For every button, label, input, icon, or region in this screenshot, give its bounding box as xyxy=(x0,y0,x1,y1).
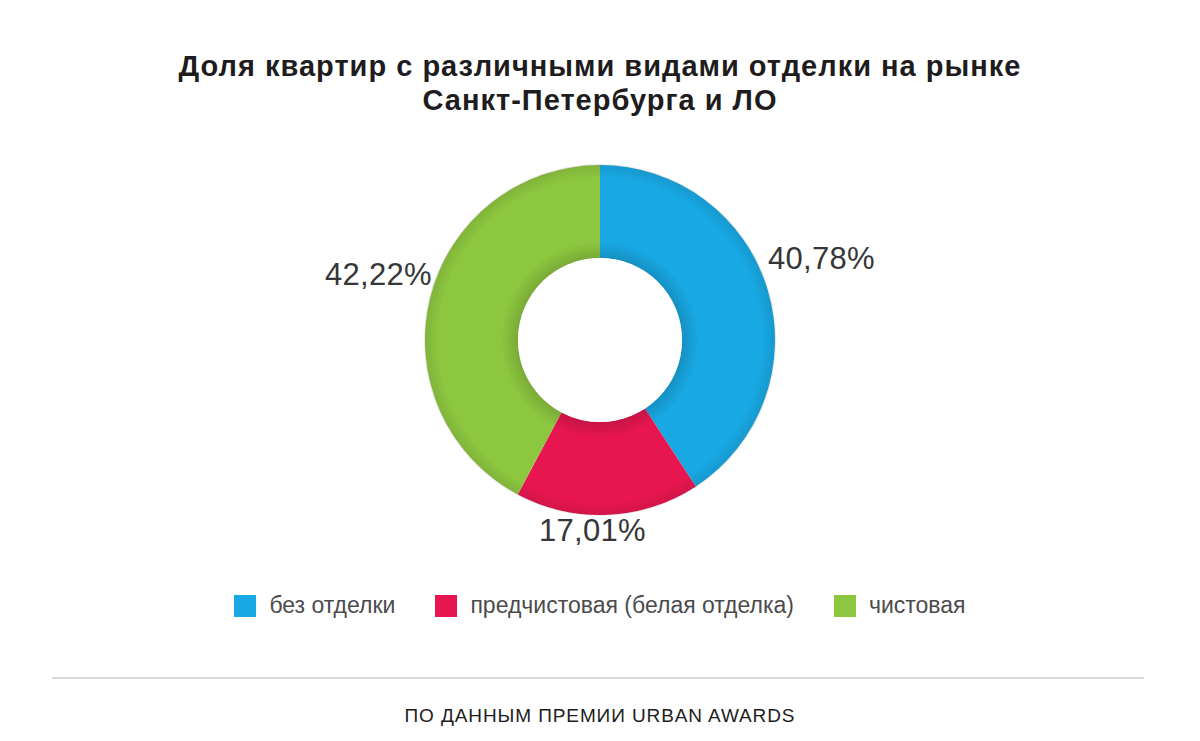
chart-title-line2: Санкт-Петербурга и ЛО xyxy=(0,83,1200,117)
legend-item-no-finish: без отделки xyxy=(234,592,395,619)
legend-label-pre-finish: предчистовая (белая отделка) xyxy=(470,592,794,619)
legend-label-no-finish: без отделки xyxy=(269,592,395,619)
infographic-page: Доля квартир с различными видами отделки… xyxy=(0,0,1200,741)
legend-item-pre-finish: предчистовая (белая отделка) xyxy=(435,592,794,619)
chart-title: Доля квартир с различными видами отделки… xyxy=(0,49,1200,117)
legend-item-full-finish: чистовая xyxy=(834,592,966,619)
label-no-finish-pct: 40,78% xyxy=(768,243,875,274)
legend-swatch-pre-finish xyxy=(435,595,457,617)
donut-chart xyxy=(424,164,776,516)
source-note: ПО ДАННЫМ ПРЕМИИ URBAN AWARDS xyxy=(0,705,1200,727)
footer-divider xyxy=(52,677,1144,679)
label-full-finish-pct: 42,22% xyxy=(325,259,432,290)
source-note-text: ПО ДАННЫМ ПРЕМИИ URBAN AWARDS xyxy=(405,705,796,726)
legend-swatch-full-finish xyxy=(834,595,856,617)
chart-title-line1: Доля квартир с различными видами отделки… xyxy=(0,49,1200,83)
legend-label-full-finish: чистовая xyxy=(869,592,966,619)
legend: без отделки предчистовая (белая отделка)… xyxy=(0,592,1200,619)
donut-hole xyxy=(518,258,682,422)
legend-swatch-no-finish xyxy=(234,595,256,617)
label-pre-finish-pct: 17,01% xyxy=(539,515,646,546)
